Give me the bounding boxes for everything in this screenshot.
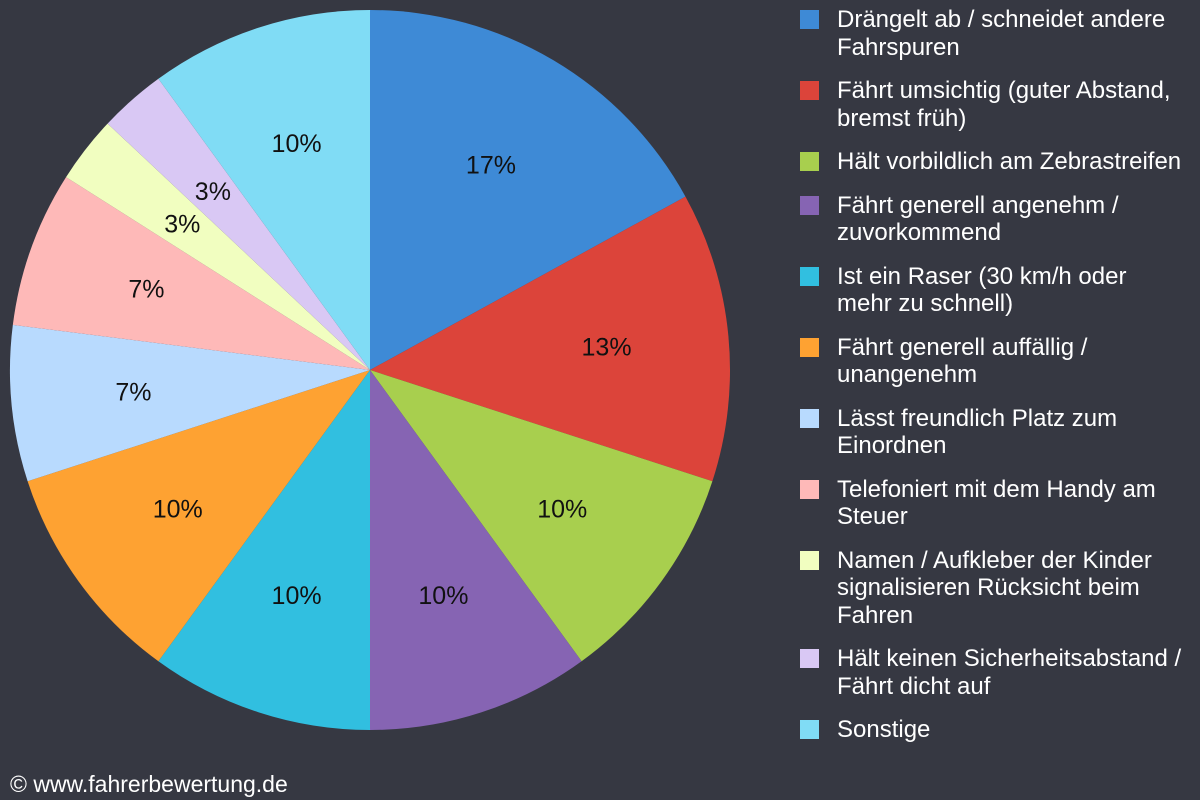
pie-slice (27, 370, 370, 662)
pie-slice (370, 10, 686, 370)
pie-slice (370, 196, 730, 482)
legend-label: Namen / Aufkleber der Kinder signalisier… (837, 546, 1152, 629)
slice-data-label: 10% (153, 496, 203, 524)
slice-data-label: 10% (272, 582, 322, 610)
slice-data-label: 17% (466, 151, 516, 179)
slice-data-label: 10% (272, 130, 322, 158)
legend-item: Sonstige (800, 716, 1200, 744)
legend: Drängelt ab / schneidet andere Fahrspure… (800, 6, 1200, 760)
slice-data-label: 13% (582, 334, 632, 362)
legend-swatch (800, 337, 819, 357)
slice-data-label: 3% (195, 178, 231, 206)
pie-chart: 17% 13% 10% 10% 10% 10% 7% 7% 3% 3% 10% (9, 10, 730, 730)
pie-slice (9, 324, 370, 482)
pie-slice (107, 78, 371, 371)
legend-swatch (800, 195, 819, 215)
legend-item: Fährt generell angenehm / zuvorkommend (800, 192, 1200, 247)
pie-slice (66, 123, 371, 370)
legend-swatch (800, 266, 819, 286)
legend-item: Ist ein Raser (30 km/h oder mehr zu schn… (800, 263, 1200, 318)
legend-swatch (800, 81, 819, 100)
legend-item: Drängelt ab / schneidet andere Fahrspure… (800, 6, 1200, 61)
legend-label: Lässt freundlich Platz zum Einordnen (837, 404, 1118, 460)
legend-item: Hält vorbildlich am Zebrastreifen (800, 148, 1200, 176)
legend-item: Lässt freundlich Platz zum Einordnen (800, 405, 1200, 460)
legend-label: Sonstige (837, 716, 931, 743)
legend-swatch (800, 649, 819, 668)
pie-slice (158, 10, 370, 370)
slice-data-label: 3% (164, 210, 200, 238)
slice-data-label: 7% (128, 276, 164, 304)
legend-swatch (800, 10, 819, 29)
pie-slice (370, 370, 713, 662)
slice-data-label: 10% (418, 582, 468, 610)
legend-swatch (800, 408, 819, 428)
legend-item: Fährt umsichtig (guter Abstand, bremst f… (800, 77, 1200, 132)
legend-swatch (800, 720, 819, 739)
legend-label: Fährt umsichtig (guter Abstand, bremst f… (837, 77, 1171, 132)
slice-data-label: 7% (115, 378, 151, 406)
legend-label: Telefoniert mit dem Handy am Steuer (837, 475, 1156, 531)
legend-label: Hält vorbildlich am Zebrastreifen (837, 148, 1182, 175)
legend-swatch (800, 152, 819, 171)
pie-slice (158, 370, 370, 730)
legend-label: Fährt generell angenehm / zuvorkommend (837, 191, 1119, 247)
legend-item: Telefoniert mit dem Handy am Steuer (800, 476, 1200, 531)
copyright-credit: © www.fahrerbewertung.de (10, 771, 288, 797)
legend-swatch (800, 550, 819, 570)
legend-item: Hält keinen Sicherheitsabstand / Fährt d… (800, 645, 1200, 700)
legend-item: Namen / Aufkleber der Kinder signalisier… (800, 547, 1200, 630)
legend-swatch (800, 479, 819, 499)
pie-slice (370, 370, 582, 730)
slice-data-label: 10% (537, 496, 587, 524)
legend-item: Fährt generell auffällig / unangenehm (800, 334, 1200, 389)
legend-label: Ist ein Raser (30 km/h oder mehr zu schn… (837, 262, 1127, 318)
legend-label: Fährt generell auffällig / unangenehm (837, 333, 1088, 389)
pie-slice (12, 177, 370, 370)
legend-label: Hält keinen Sicherheitsabstand / Fährt d… (837, 645, 1182, 700)
legend-label: Drängelt ab / schneidet andere Fahrspure… (837, 6, 1166, 61)
